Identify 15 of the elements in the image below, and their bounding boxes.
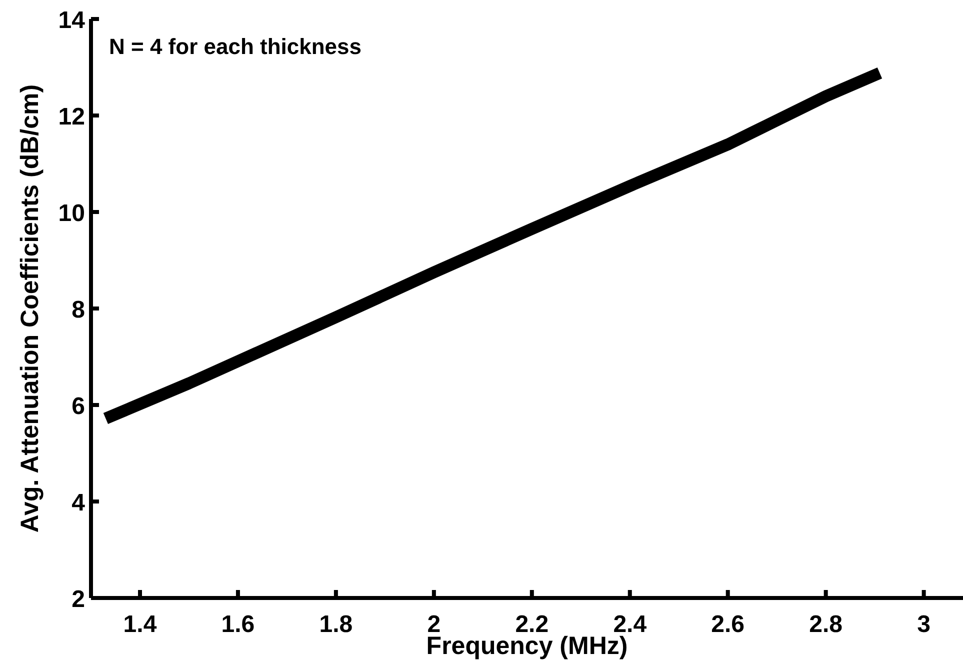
y-tick-label: 12 xyxy=(58,104,85,130)
y-tick-label: 4 xyxy=(72,490,86,516)
y-tick-label: 2 xyxy=(72,586,85,613)
x-tick-label: 2.8 xyxy=(809,611,843,638)
x-tick-label: 1.6 xyxy=(221,611,255,638)
annotation: N = 4 for each thickness xyxy=(109,34,362,59)
x-tick-label: 1.8 xyxy=(319,611,353,638)
y-axis-title: Avg. Attenuation Coefficients (dB/cm) xyxy=(16,84,44,533)
x-tick-label: 3 xyxy=(917,611,930,638)
y-tick-label: 8 xyxy=(72,296,85,324)
y-tick-label: 14 xyxy=(58,7,86,34)
x-tick-label: 1.4 xyxy=(123,611,158,638)
y-tick-label: 10 xyxy=(58,200,85,227)
y-tick-label: 6 xyxy=(72,393,85,420)
x-tick-label: 2.6 xyxy=(711,611,745,638)
